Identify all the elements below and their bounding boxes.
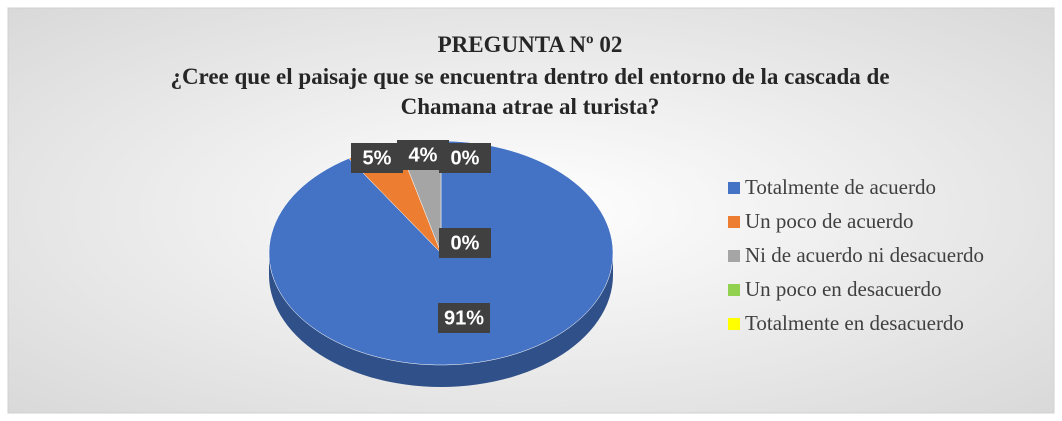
legend-swatch bbox=[728, 318, 740, 330]
legend-label: Un poco en desacuerdo bbox=[745, 277, 942, 301]
data-label-box bbox=[351, 143, 403, 173]
data-label-text: 0% bbox=[451, 147, 480, 169]
legend-label: Un poco de acuerdo bbox=[745, 209, 914, 233]
legend-label: Ni de acuerdo ni desacuerdo bbox=[745, 243, 984, 267]
pie-side bbox=[269, 253, 613, 387]
data-label: 0% bbox=[439, 143, 491, 173]
data-label-text: 4% bbox=[409, 144, 438, 166]
data-label-text: 91% bbox=[444, 307, 484, 329]
legend-swatch bbox=[728, 284, 740, 296]
data-label-box bbox=[439, 143, 491, 173]
chart-subtitle: ¿Cree que el paisaje que se encuentra de… bbox=[170, 64, 890, 119]
legend-swatch bbox=[728, 216, 740, 228]
legend-label: Totalmente en desacuerdo bbox=[745, 311, 964, 335]
data-label: 5% bbox=[351, 143, 403, 173]
legend-swatch bbox=[728, 250, 740, 262]
data-label: 0% bbox=[439, 228, 491, 258]
data-label-box bbox=[438, 303, 490, 333]
legend-swatch bbox=[728, 182, 740, 194]
data-label: 91% bbox=[438, 303, 490, 333]
data-label-text: 0% bbox=[451, 232, 480, 254]
data-label-box bbox=[439, 228, 491, 258]
legend-label: Totalmente de acuerdo bbox=[745, 175, 936, 199]
data-label-text: 5% bbox=[363, 147, 392, 169]
chart-title: PREGUNTA Nº 02 bbox=[437, 32, 623, 57]
